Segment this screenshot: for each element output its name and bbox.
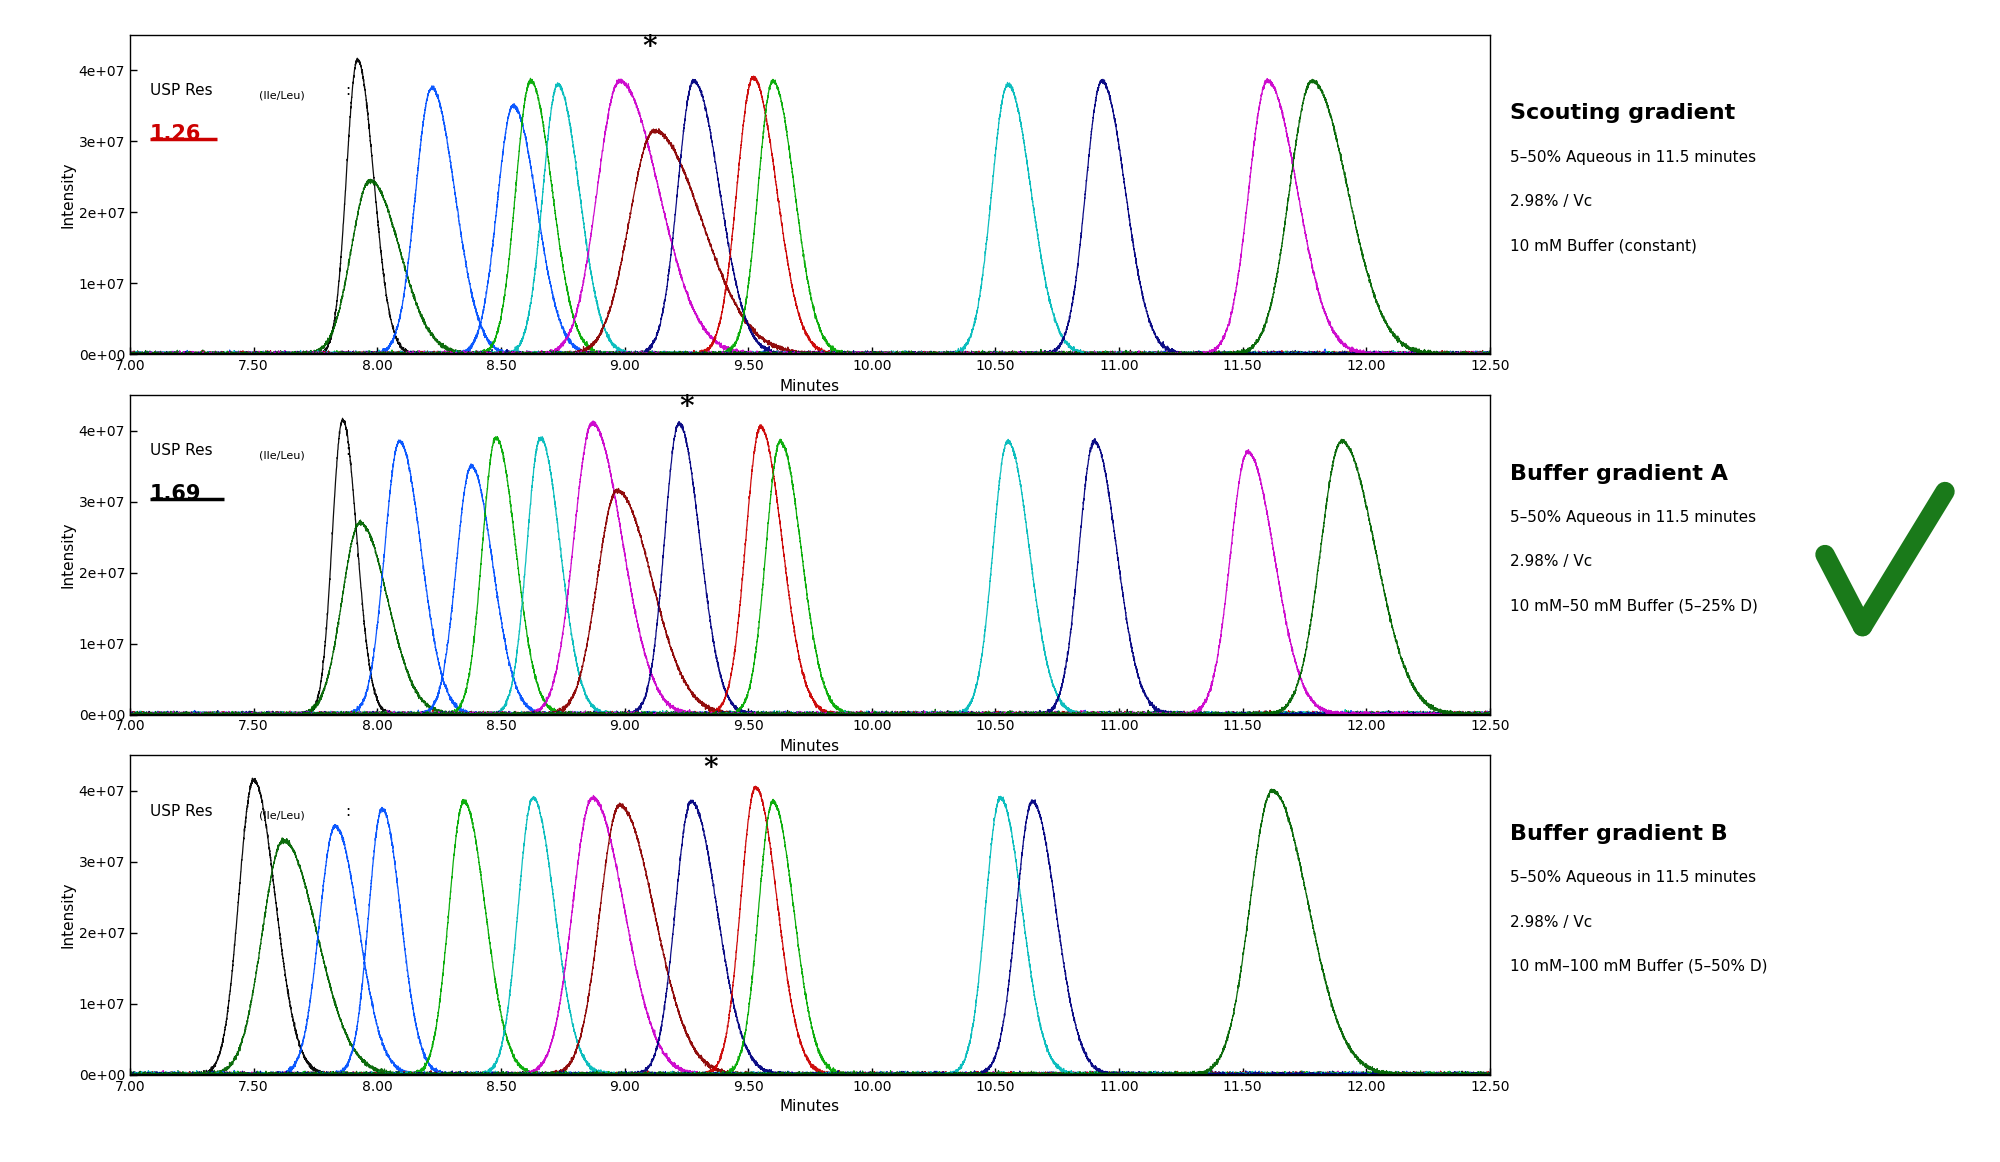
Text: 10 mM–100 mM Buffer (5–50% D): 10 mM–100 mM Buffer (5–50% D) xyxy=(1510,959,1768,974)
Text: 2.98% / Vc: 2.98% / Vc xyxy=(1510,914,1592,930)
Text: 2.98% / Vc: 2.98% / Vc xyxy=(1510,194,1592,209)
X-axis label: Minutes: Minutes xyxy=(780,1099,840,1114)
Text: 1.26: 1.26 xyxy=(150,123,202,144)
Text: (Ile/Leu): (Ile/Leu) xyxy=(258,811,304,820)
Text: USP Res: USP Res xyxy=(150,444,212,458)
Text: (Ile/Leu): (Ile/Leu) xyxy=(258,451,304,460)
Text: *: * xyxy=(704,754,718,782)
Text: 5–50% Aqueous in 11.5 minutes: 5–50% Aqueous in 11.5 minutes xyxy=(1510,510,1756,525)
Text: Scouting gradient: Scouting gradient xyxy=(1510,103,1736,123)
Text: 10 mM Buffer (constant): 10 mM Buffer (constant) xyxy=(1510,238,1696,253)
Text: :: : xyxy=(346,804,350,818)
Text: 2.98% / Vc: 2.98% / Vc xyxy=(1510,554,1592,569)
Y-axis label: Intensity: Intensity xyxy=(60,522,76,588)
Text: (Ile/Leu): (Ile/Leu) xyxy=(258,91,304,100)
X-axis label: Minutes: Minutes xyxy=(780,739,840,754)
Text: Buffer gradient B: Buffer gradient B xyxy=(1510,824,1728,844)
Text: *: * xyxy=(680,394,694,422)
Text: 10 mM–50 mM Buffer (5–25% D): 10 mM–50 mM Buffer (5–25% D) xyxy=(1510,598,1758,614)
Text: 5–50% Aqueous in 11.5 minutes: 5–50% Aqueous in 11.5 minutes xyxy=(1510,150,1756,165)
X-axis label: Minutes: Minutes xyxy=(780,379,840,394)
Text: USP Res: USP Res xyxy=(150,84,212,98)
Text: *: * xyxy=(642,34,656,62)
Text: :: : xyxy=(346,444,350,458)
Text: USP Res: USP Res xyxy=(150,804,212,818)
Y-axis label: Intensity: Intensity xyxy=(60,882,76,948)
Text: 5–50% Aqueous in 11.5 minutes: 5–50% Aqueous in 11.5 minutes xyxy=(1510,870,1756,885)
Text: Buffer gradient A: Buffer gradient A xyxy=(1510,464,1728,483)
Text: 1.69: 1.69 xyxy=(150,483,202,504)
Text: :: : xyxy=(346,84,350,98)
Y-axis label: Intensity: Intensity xyxy=(60,162,76,228)
